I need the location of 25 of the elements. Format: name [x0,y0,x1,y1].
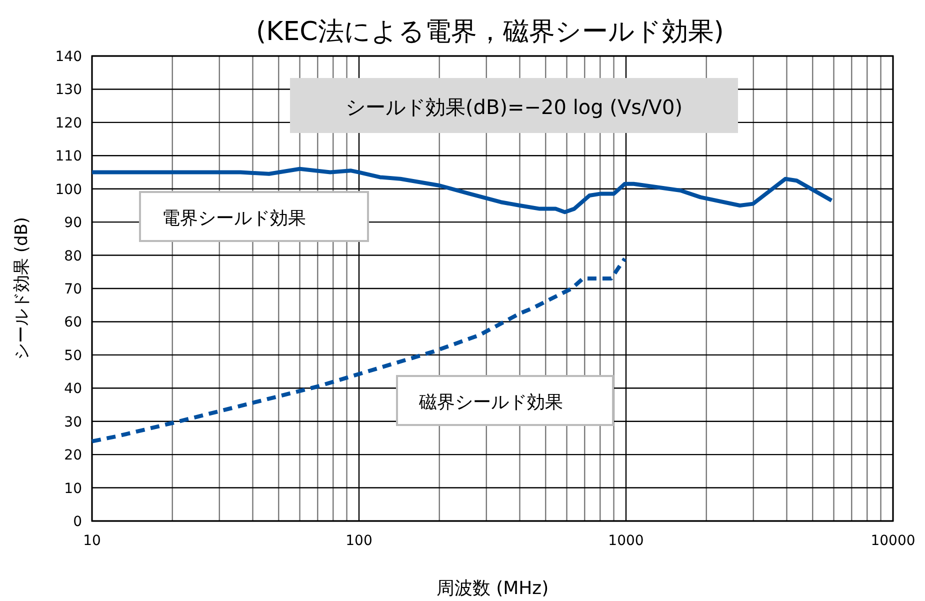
series-label: 磁界シールド効果 [418,392,563,413]
y-tick-label: 140 [55,49,82,65]
x-tick-label: 100 [346,533,372,549]
y-tick-label: 60 [64,314,82,331]
y-tick-label: 80 [64,248,82,264]
x-tick-label: 1000 [608,533,644,549]
y-tick-label: 120 [55,115,82,132]
x-tick-label: 10000 [870,533,916,549]
y-tick-label: 0 [73,514,82,530]
y-tick-label: 50 [64,348,82,364]
y-tick-label: 40 [64,381,82,398]
series-label: 電界シールド効果 [162,208,306,229]
x-tick-label: 10 [83,533,101,549]
y-axis-title: シールド効果 (dB) [12,216,32,360]
y-tick-label: 110 [55,148,82,165]
y-tick-label: 130 [55,82,82,98]
y-tick-label: 20 [64,448,82,464]
x-axis-title: 周波数 (MHz) [436,578,549,599]
annotation: シールド効果(dB)=−20 log (Vs/V0) [345,95,683,119]
y-tick-label: 70 [64,282,82,298]
y-tick-label: 30 [64,414,82,430]
y-tick-label: 100 [55,182,82,198]
y-tick-label: 10 [64,480,82,497]
chart-title: (KEC法による電界，磁界シールド効果) [256,17,724,47]
y-tick-label: 90 [64,215,82,232]
